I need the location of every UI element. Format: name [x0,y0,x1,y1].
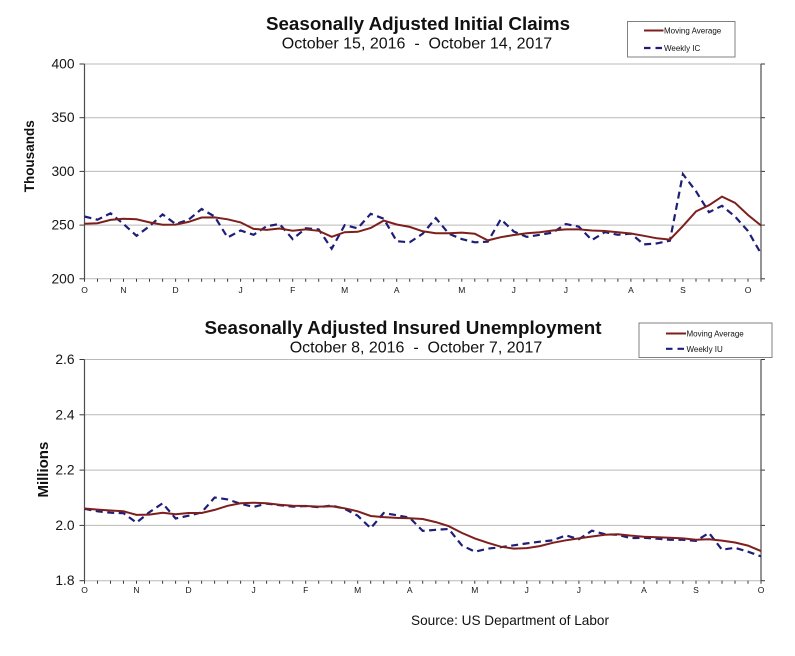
svg-text:250: 250 [51,218,74,233]
svg-text:J: J [577,585,581,595]
svg-text:Source: US Department of Labor: Source: US Department of Labor [411,613,609,628]
svg-text:J: J [238,285,242,295]
svg-text:400: 400 [51,57,74,72]
svg-text:D: D [173,285,179,295]
svg-text:N: N [120,285,126,295]
svg-text:O: O [745,285,752,295]
svg-text:A: A [407,585,413,595]
svg-text:A: A [394,285,400,295]
svg-text:J: J [525,585,529,595]
svg-text:M: M [471,585,478,595]
svg-text:J: J [251,585,255,595]
svg-text:October 8, 2016 - October 7,: October 8, 2016 - October 7, 2017 [290,340,543,357]
svg-text:300: 300 [51,164,74,179]
svg-text:October 15, 2016 - October 1: October 15, 2016 - October 14, 2017 [282,36,552,53]
svg-text:M: M [341,285,348,295]
svg-text:J: J [564,285,568,295]
svg-text:S: S [680,285,686,295]
svg-text:O: O [758,585,765,595]
svg-text:Weekly IU: Weekly IU [687,345,724,354]
svg-text:1.8: 1.8 [55,573,75,588]
svg-text:Seasonally Adjusted Insured Un: Seasonally Adjusted Insured Unemployment [205,317,603,338]
svg-text:F: F [303,585,308,595]
svg-text:M: M [354,585,361,595]
svg-text:Thousands: Thousands [22,120,37,192]
svg-text:O: O [81,285,88,295]
svg-text:2.0: 2.0 [55,518,75,533]
svg-text:200: 200 [51,271,74,286]
svg-text:2.2: 2.2 [55,463,74,478]
svg-text:O: O [81,585,88,595]
svg-text:J: J [512,285,516,295]
svg-text:Millions: Millions [35,442,52,498]
svg-text:D: D [186,585,192,595]
svg-text:N: N [133,585,139,595]
svg-text:2.6: 2.6 [55,352,75,367]
svg-text:Seasonally Adjusted Initial Cl: Seasonally Adjusted Initial Claims [266,13,570,34]
svg-text:Moving Average: Moving Average [664,27,722,36]
svg-text:350: 350 [51,110,74,125]
svg-text:S: S [693,585,699,595]
svg-text:Weekly IC: Weekly IC [664,44,701,53]
svg-text:M: M [458,285,465,295]
svg-text:Moving Average: Moving Average [687,330,745,339]
svg-text:A: A [641,585,647,595]
svg-text:F: F [290,285,295,295]
svg-text:2.4: 2.4 [55,407,75,422]
svg-text:A: A [628,285,634,295]
